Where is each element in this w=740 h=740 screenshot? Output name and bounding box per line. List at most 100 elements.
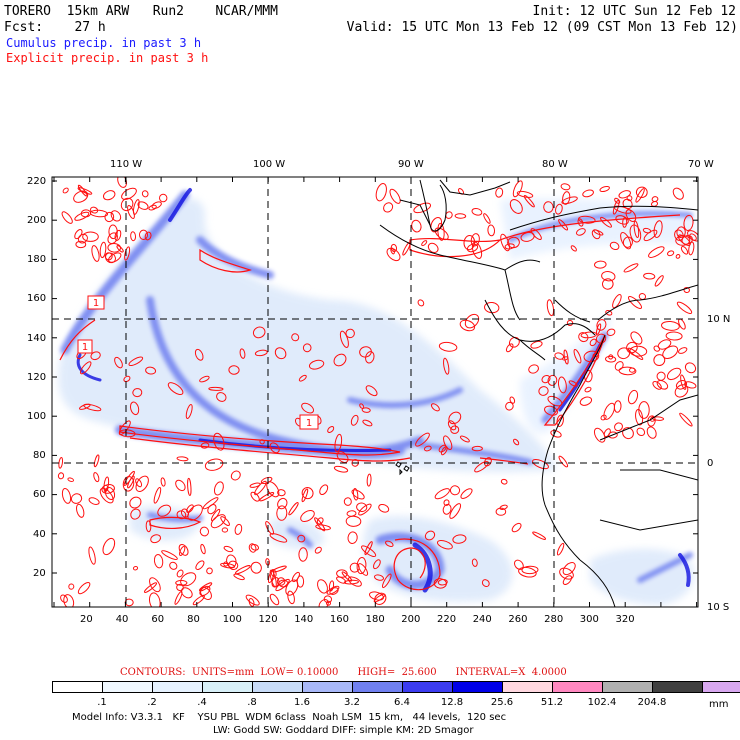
legend-swatch [102, 681, 153, 693]
contour-loop [319, 484, 329, 496]
contour-loop [562, 575, 573, 585]
contour-loop [618, 366, 637, 376]
contour-loop [153, 486, 162, 504]
contour-loop [589, 338, 597, 347]
contour-loop [459, 319, 476, 332]
contour-label: 1 [82, 342, 88, 353]
contour-loop [608, 354, 614, 360]
contour-loop [523, 195, 535, 208]
contour-loop [70, 493, 83, 504]
contour-loop [443, 357, 450, 375]
contour-loop [186, 504, 194, 514]
model-info-line2: LW: Godd SW: Goddard DIFF: simple KM: 2D… [213, 725, 474, 736]
y-tick: 100 [27, 411, 47, 422]
contour-loop [67, 477, 74, 482]
contour-loop [93, 454, 100, 468]
contour-loop [302, 343, 312, 353]
model-info-line1: Model Info: V3.3.1 KF YSU PBL WDM 6class… [72, 712, 507, 723]
contour-loop [199, 582, 213, 592]
contour-label-box [77, 339, 93, 354]
contour-loop [546, 299, 555, 317]
contour-loop [176, 569, 184, 578]
contour-loop [383, 202, 394, 213]
contour-loop [573, 348, 582, 364]
contour-loop [314, 517, 326, 532]
contour-loop [487, 224, 496, 237]
contour-loop [210, 514, 226, 529]
x-tick: 180 [365, 614, 385, 625]
contour-loop [386, 247, 401, 262]
contour-loop [108, 252, 122, 263]
contour-loop [556, 414, 564, 428]
contour-loop [684, 381, 697, 389]
contour-loop [60, 594, 68, 603]
contour-loop [345, 328, 355, 339]
contour-loop [365, 385, 378, 397]
contour-loop [187, 477, 192, 496]
contour-loop [612, 294, 622, 309]
contour-loop [199, 586, 212, 601]
contour-loop [558, 455, 569, 468]
contour-loop [484, 301, 500, 314]
contour-loop [274, 347, 287, 360]
contour-loop [382, 573, 392, 589]
legend-label: 102.4 [587, 697, 617, 708]
contour-loop [638, 293, 647, 300]
legend-unit: mm [709, 699, 729, 710]
contour-loop [359, 346, 372, 358]
y-tick: 200 [27, 215, 47, 226]
contour-loop [643, 272, 656, 280]
y-tick: 120 [27, 372, 47, 383]
contour-loop [499, 504, 508, 510]
contour-loop [102, 190, 116, 201]
lat-label-10s: 10 S [707, 602, 730, 613]
cumulus-field-label: Cumulus precip. in past 3 h [6, 36, 202, 50]
contour-loop [500, 478, 508, 485]
contour-loop [676, 301, 693, 314]
contour-loop [635, 408, 644, 426]
legend-label: 3.2 [344, 697, 360, 708]
contour-loop [450, 425, 460, 434]
contour-loop [276, 505, 288, 521]
contour-loop [688, 241, 695, 256]
contour-loop [276, 577, 286, 586]
contour-loop [543, 201, 554, 213]
contour-loop [269, 593, 280, 606]
x-tick: 20 [80, 614, 93, 625]
contour-loop [483, 213, 491, 224]
contour-loop [636, 427, 646, 437]
contour-loop [346, 510, 357, 517]
contour-loop [68, 583, 75, 590]
contour-loop [149, 592, 161, 607]
contour-loop [662, 345, 679, 359]
contour-loop [366, 473, 372, 487]
map-field [57, 177, 698, 607]
contour-loop [362, 419, 373, 427]
contour-loop [561, 196, 578, 205]
contour-loop [417, 299, 425, 307]
y-tick: 160 [27, 293, 47, 304]
contour-loop [413, 202, 432, 214]
x-tick: 40 [115, 614, 129, 625]
contour-loop [667, 250, 675, 257]
contour-loop [104, 486, 116, 500]
contour-loop [101, 484, 115, 494]
contour-loop [361, 407, 371, 413]
contour-loop [559, 567, 574, 580]
contour-loop [123, 375, 131, 383]
contour-loop [83, 403, 102, 412]
contour-loop [90, 351, 101, 361]
contour-loop [605, 355, 617, 363]
contour-loop [194, 348, 204, 361]
contour-loop [460, 488, 473, 499]
legend-label: 1.6 [294, 697, 310, 708]
legend-swatch [202, 681, 253, 693]
contour-loop [135, 475, 149, 492]
contour-loop [471, 558, 478, 567]
contour-loop [638, 401, 650, 419]
contour-loop [207, 503, 217, 515]
contour-loop [657, 339, 672, 350]
contour-loop [689, 233, 697, 241]
contour-loop [199, 526, 210, 537]
